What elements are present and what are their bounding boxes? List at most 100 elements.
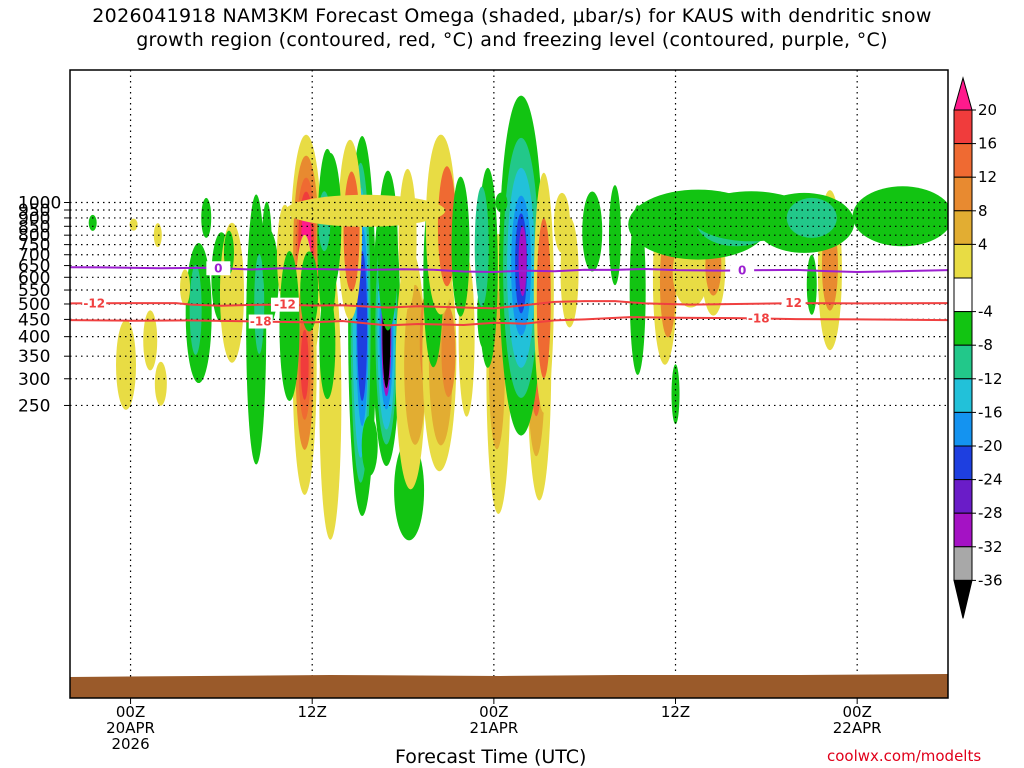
omega-cell <box>582 191 603 272</box>
colorbar-label: 16 <box>978 135 997 153</box>
colorbar-label: -8 <box>978 336 993 354</box>
y-tick-label: 650 <box>18 257 50 277</box>
contour-label-bg <box>248 314 273 329</box>
omega-cell <box>180 269 191 306</box>
omega-cell <box>852 186 948 247</box>
y-tick-label: 700 <box>18 246 50 266</box>
colorbar-label: -28 <box>978 504 1003 522</box>
colorbar-bin <box>953 109 973 145</box>
y-tick-label: 950 <box>18 201 50 221</box>
omega-cell <box>129 218 138 231</box>
omega-cell <box>495 192 508 213</box>
omega-cell <box>261 201 272 292</box>
colorbar-bin <box>953 411 973 447</box>
colorbar-bin <box>953 479 973 514</box>
colorbar-bin <box>953 512 973 548</box>
omega-cell <box>441 307 456 398</box>
y-tick-label: 600 <box>18 268 50 288</box>
x-tick-label: 12Z <box>298 703 327 721</box>
y-tick-label: 400 <box>18 328 50 348</box>
contour-label: 0 <box>214 261 222 275</box>
omega-shading <box>88 95 948 541</box>
omega-cell <box>786 197 837 238</box>
contour--12 <box>70 300 948 310</box>
omega-cell <box>806 254 817 315</box>
colorbar-label: -4 <box>978 303 993 321</box>
y-tick-label: 250 <box>18 396 50 416</box>
contour-label-bg <box>746 311 771 326</box>
colorbar-bin <box>953 311 973 346</box>
x-tick-label: 12Z <box>661 703 690 721</box>
colorbar-label: -32 <box>978 538 1003 556</box>
y-tick-label: 550 <box>18 281 50 301</box>
x-tick-label: 00Z <box>116 703 145 721</box>
colorbar-label: 8 <box>978 202 988 220</box>
colorbar-top-arrow <box>953 76 973 111</box>
chart-title: 2026041918 NAM3KM Forecast Omega (shaded… <box>92 5 932 51</box>
y-tick-label: 750 <box>18 236 50 256</box>
y-tick-label: 300 <box>18 370 50 390</box>
omega-cell <box>116 319 137 410</box>
omega-cell <box>143 310 158 371</box>
colorbar-bin <box>953 378 973 413</box>
x-axis-label: Forecast Time (UTC) <box>395 746 587 768</box>
colorbar-legend: 20 16 12 8 4 -4 -8 -12 -16 -20 -24 -28 -32 -36 <box>953 76 1003 619</box>
colorbar-bin <box>953 176 973 212</box>
omega-cell <box>437 166 456 287</box>
y-tick-label: 450 <box>18 310 50 330</box>
y-tick-label: 800 <box>18 226 50 246</box>
x-tick-label: 2026 <box>111 735 149 753</box>
colorbar-bin <box>953 445 973 481</box>
omega-cell <box>451 176 470 317</box>
y-tick-label: 1000 <box>18 194 61 214</box>
omega-cell <box>671 364 680 425</box>
contour-label: -12 <box>274 298 296 312</box>
colorbar-label: -12 <box>978 370 1003 388</box>
contour-label-bg <box>206 261 231 276</box>
omega-cell <box>201 197 212 238</box>
colorbar-bin <box>953 277 973 313</box>
contour-label-bg <box>82 296 107 311</box>
y-tick-label: 500 <box>18 295 50 315</box>
omega-cell <box>518 226 527 297</box>
colorbar-bin <box>953 210 973 245</box>
x-tick-label: 22APR <box>833 719 882 737</box>
colorbar-label: -20 <box>978 437 1003 455</box>
colorbar-bin <box>953 344 973 380</box>
y-axis: 250 300 3504004505005506006507007508008509… <box>18 194 70 416</box>
omega-cell <box>357 251 368 402</box>
omega-cell <box>88 214 97 231</box>
x-tick-label: 00Z <box>842 703 871 721</box>
omega-cell <box>279 251 300 402</box>
omega-cell <box>189 264 202 355</box>
colorbar-label: -16 <box>978 403 1003 421</box>
colorbar-bottom-arrow <box>953 579 973 619</box>
contour-label: -18 <box>250 315 272 329</box>
omega-cell <box>536 218 551 379</box>
colorbar-bin <box>953 143 973 178</box>
contour-label: 0 <box>738 263 746 277</box>
contour-label-bg <box>270 297 299 312</box>
credit-link[interactable]: coolwx.com/modelts <box>827 747 982 765</box>
y-tick-label: 350 <box>18 347 50 367</box>
contour-0 <box>70 266 948 274</box>
terrain <box>70 674 948 698</box>
contour-label: -12 <box>83 296 105 310</box>
colorbar-label: -36 <box>978 571 1003 589</box>
omega-cell <box>300 329 309 400</box>
omega-cell <box>398 168 417 309</box>
contour-label: -18 <box>748 311 770 325</box>
omega-cell <box>154 361 167 406</box>
x-tick-label: 00Z <box>479 703 508 721</box>
omega-cell <box>300 251 319 332</box>
colorbar-label: -24 <box>978 471 1003 489</box>
contour-label-bg <box>781 296 806 311</box>
colorbar-label: 12 <box>978 168 997 186</box>
colorbar-label: 20 <box>978 101 997 119</box>
omega-cell <box>560 217 579 328</box>
x-tick-label: 20APR <box>106 719 155 737</box>
omega-cell <box>285 194 446 227</box>
plot-frame <box>69 69 949 699</box>
